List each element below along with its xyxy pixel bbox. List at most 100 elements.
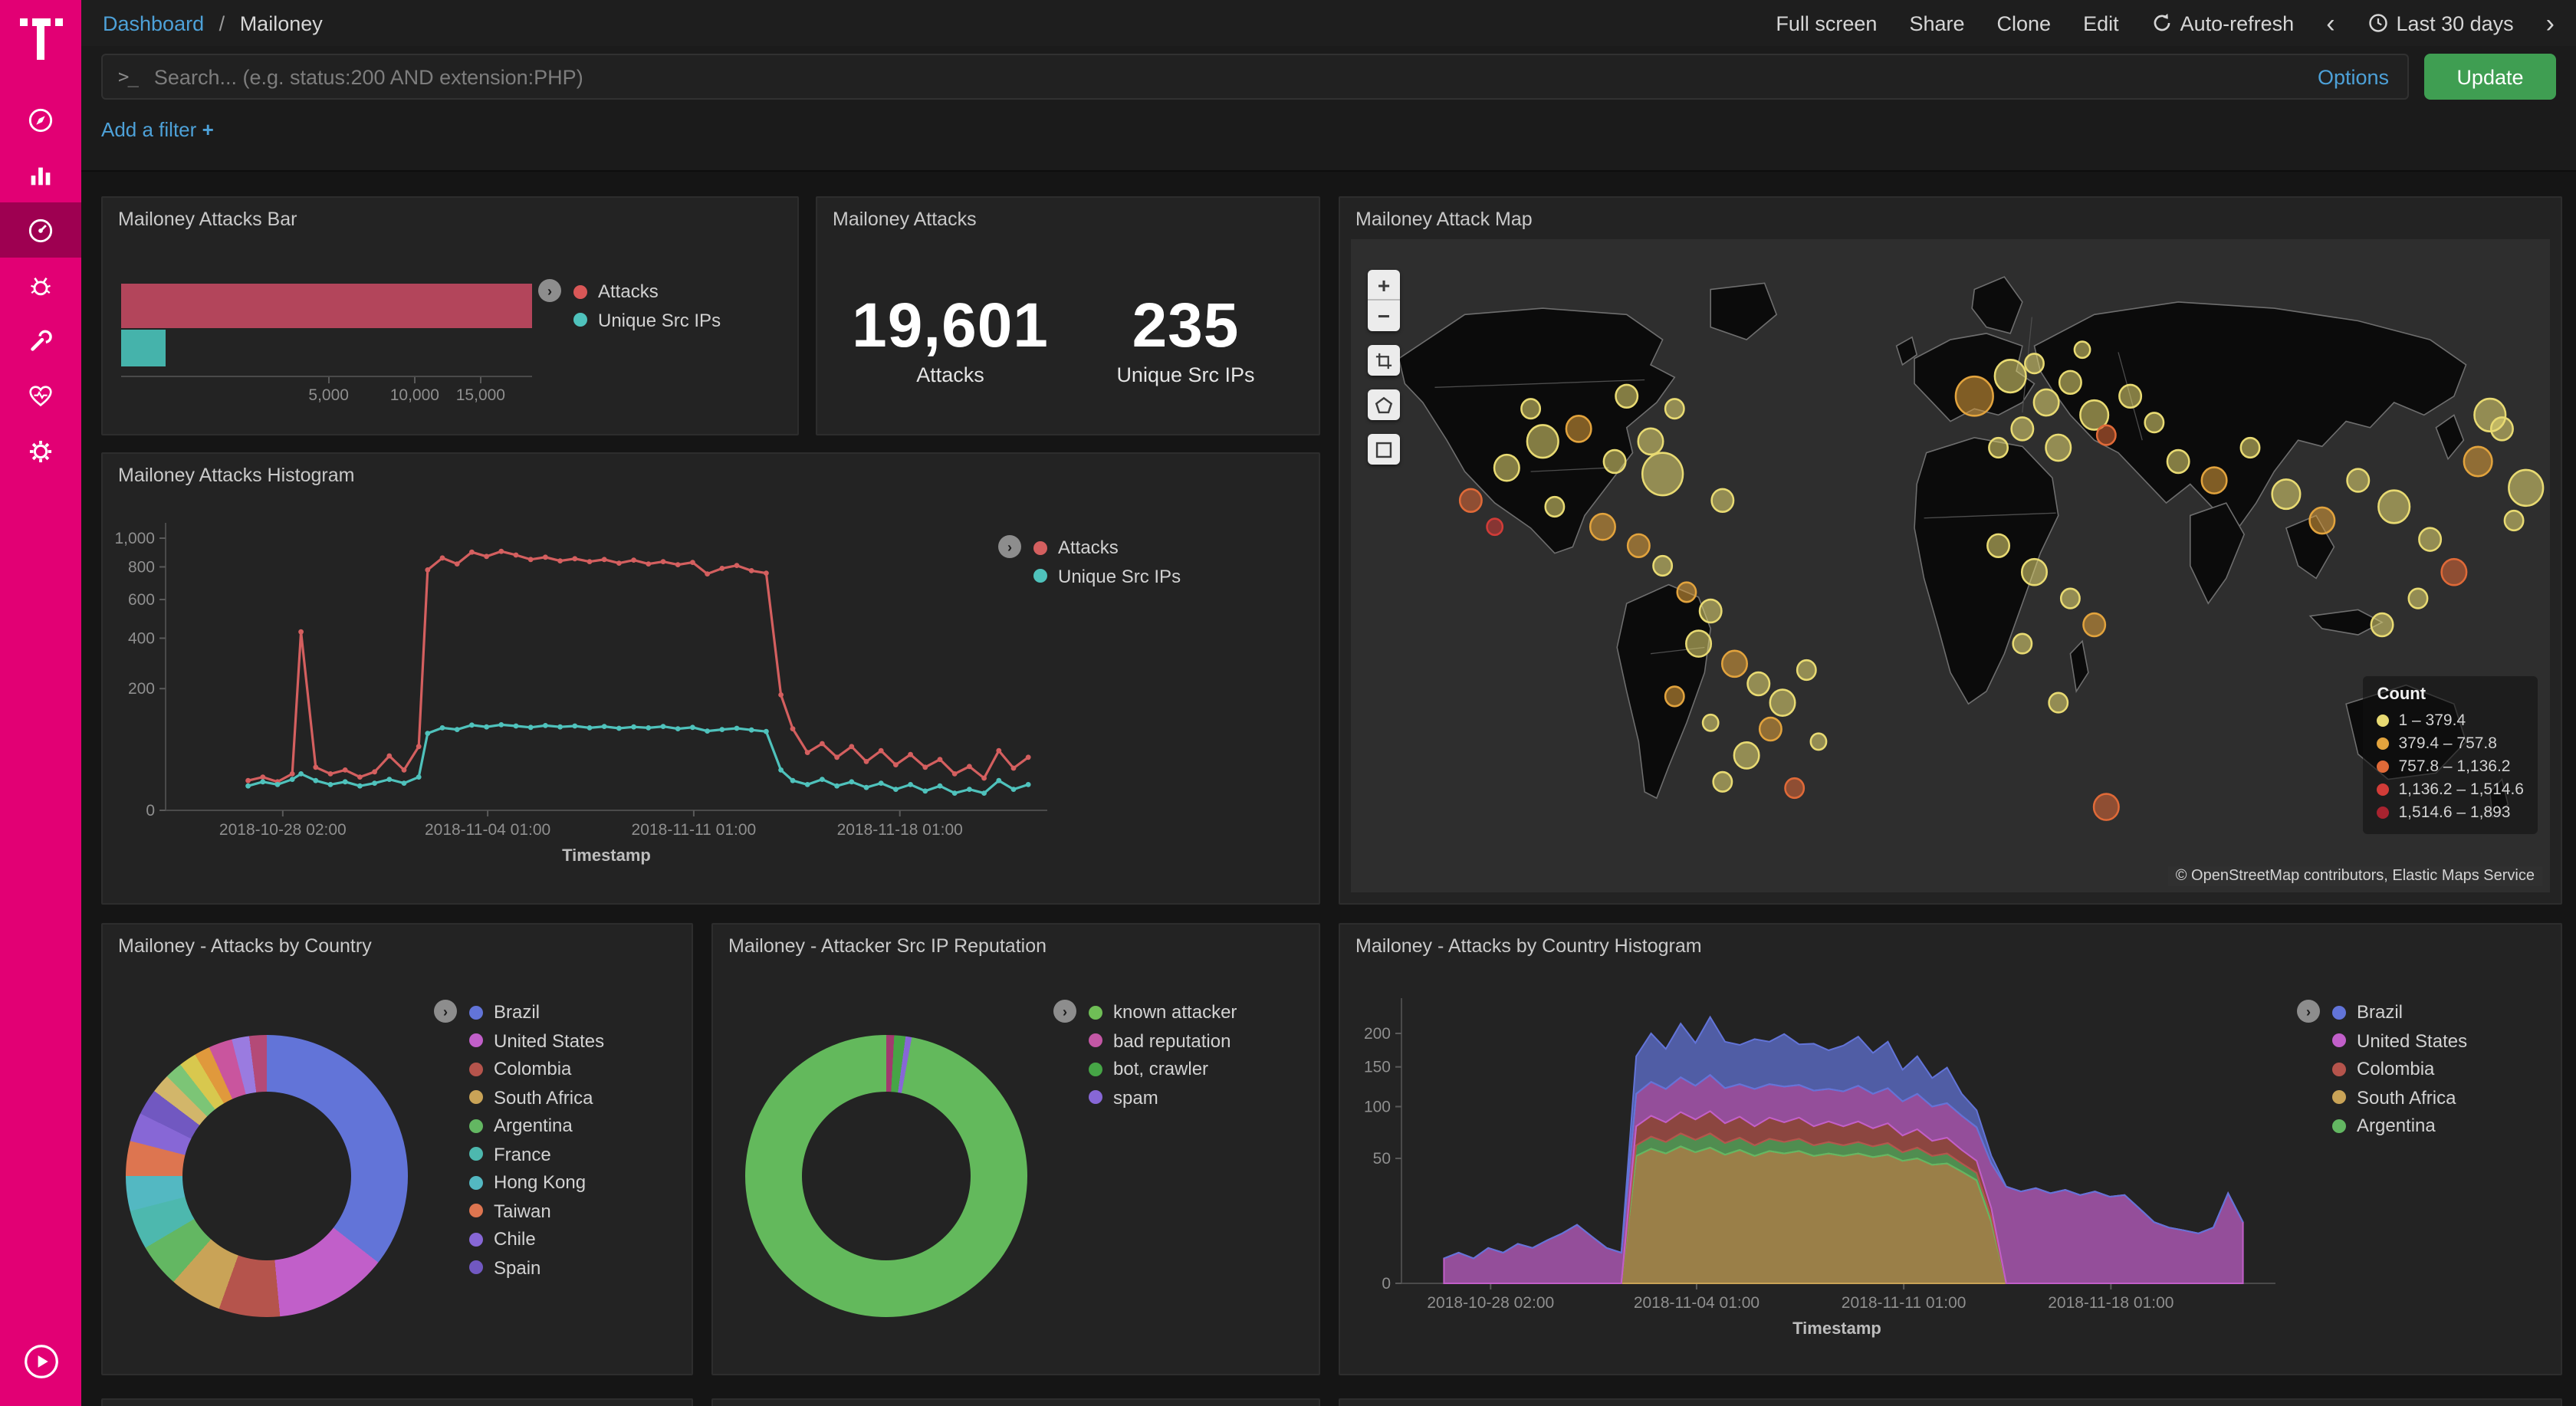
metric-label: Attacks [916, 363, 984, 386]
legend-toggle-icon[interactable]: › [998, 535, 1021, 558]
svg-text:2018-10-28 02:00: 2018-10-28 02:00 [1427, 1294, 1554, 1312]
svg-text:2018-11-11 01:00: 2018-11-11 01:00 [1842, 1294, 1967, 1312]
metric-label: Unique Src IPs [1116, 363, 1255, 386]
panel-partial-bottom-2 [711, 1398, 1320, 1406]
query-prompt-icon: >_ [118, 66, 139, 87]
options-link[interactable]: Options [2317, 65, 2389, 88]
sidebar-item-honeypot[interactable] [0, 258, 81, 313]
legend-item-unique-src-ips[interactable]: Unique Src IPs [573, 306, 721, 334]
legend-item-france[interactable]: France [469, 1140, 604, 1168]
legend-item-379-4-757-8[interactable]: 379.4 – 757.8 [2377, 731, 2525, 754]
polygon-icon [1375, 396, 1393, 413]
time-forward-button[interactable]: › [2545, 8, 2555, 38]
panel-mailoney-attack-map: Mailoney Attack Map [1339, 196, 2562, 905]
legend-item-south-africa[interactable]: South Africa [2332, 1083, 2467, 1112]
legend-item-united-states[interactable]: United States [469, 1027, 604, 1055]
legend-item-1-379-4[interactable]: 1 – 379.4 [2377, 708, 2525, 731]
legend-item-taiwan[interactable]: Taiwan [469, 1197, 604, 1225]
legend-item-spam[interactable]: spam [1089, 1083, 1237, 1112]
legend-item-argentina[interactable]: Argentina [469, 1112, 604, 1140]
legend-toggle-icon[interactable]: › [2297, 1000, 2320, 1023]
topnav-actions: Full screen Share Clone Edit Auto-refres… [1776, 10, 2555, 36]
legend-dot [1089, 1033, 1102, 1048]
map-zoom-in-button[interactable]: + [1368, 270, 1400, 301]
clone-button[interactable]: Clone [1996, 11, 2052, 34]
svg-text:50: 50 [1373, 1150, 1391, 1168]
legend-item-unique-src-ips[interactable]: Unique Src IPs [1033, 562, 1181, 590]
panel-partial-bottom-3 [1339, 1398, 2562, 1406]
time-back-button[interactable]: ‹ [2326, 8, 2335, 38]
legend-dot [469, 1090, 483, 1105]
legend-dot [469, 1175, 483, 1190]
legend-item-south-africa[interactable]: South Africa [469, 1083, 604, 1112]
panel-title: Mailoney Attacks [833, 209, 977, 230]
panel-title: Mailoney Attacks Bar [118, 209, 297, 230]
legend-item-spain[interactable]: Spain [469, 1253, 604, 1282]
edit-button[interactable]: Edit [2083, 11, 2119, 34]
sidebar-item-discover[interactable] [0, 92, 81, 147]
series-unique-src-ips-markers [245, 722, 1031, 796]
share-button[interactable]: Share [1909, 11, 1965, 34]
legend-item-attacks[interactable]: Attacks [573, 278, 721, 306]
map-draw-rectangle-button[interactable] [1368, 434, 1400, 465]
reputation-donut-chart[interactable] [745, 1035, 1027, 1317]
sidebar-item-devtools[interactable] [0, 313, 81, 368]
legend-item-hong-kong[interactable]: Hong Kong [469, 1168, 604, 1197]
breadcrumb-current: Mailoney [239, 11, 323, 34]
legend-item-brazil[interactable]: Brazil [2332, 998, 2467, 1027]
legend-item-united-states[interactable]: United States [2332, 1027, 2467, 1055]
legend-label: spam [1113, 1086, 1158, 1109]
legend-toggle-icon[interactable]: › [434, 1000, 457, 1023]
clock-icon [2368, 14, 2387, 32]
attack-map[interactable]: + − [1351, 239, 2550, 892]
legend-item-colombia[interactable]: Colombia [2332, 1055, 2467, 1083]
legend-item-brazil[interactable]: Brazil [469, 998, 604, 1027]
sidebar-item-dashboard[interactable] [0, 202, 81, 258]
bar-attacks[interactable] [121, 284, 532, 328]
sidebar-nav [0, 92, 81, 478]
legend-label: Taiwan [494, 1200, 551, 1222]
legend-item-bot-crawler[interactable]: bot, crawler [1089, 1055, 1237, 1083]
legend-item-1-514-6-1-893[interactable]: 1,514.6 – 1,893 [2377, 800, 2525, 823]
bar-unique-src-ips[interactable] [121, 330, 166, 366]
legend-item-bad-reputation[interactable]: bad reputation [1089, 1027, 1237, 1055]
legend-item-known-attacker[interactable]: known attacker [1089, 998, 1237, 1027]
telekom-logo[interactable] [18, 18, 64, 67]
map-draw-polygon-button[interactable] [1368, 389, 1400, 420]
legend-item-argentina[interactable]: Argentina [2332, 1112, 2467, 1140]
sidebar-item-monitoring[interactable] [0, 368, 81, 423]
legend-item-1-136-2-1-514-6[interactable]: 1,136.2 – 1,514.6 [2377, 777, 2524, 800]
add-filter-link[interactable]: Add a filter + [101, 118, 214, 141]
legend-dot [573, 313, 587, 327]
map-fit-bounds-button[interactable] [1368, 345, 1400, 376]
wrench-icon [31, 329, 52, 350]
legend-dot [573, 284, 587, 299]
legend: › Brazil United States Colombia South Afric… [434, 998, 604, 1282]
country-donut-chart[interactable] [126, 1035, 408, 1317]
legend-item-colombia[interactable]: Colombia [469, 1055, 604, 1083]
sidebar-item-management[interactable] [0, 423, 81, 478]
legend-item-attacks[interactable]: Attacks [1033, 534, 1181, 562]
bar-chart-icon [31, 166, 51, 185]
breadcrumb-dashboard-link[interactable]: Dashboard [103, 11, 205, 34]
search-input[interactable] [150, 64, 2304, 90]
legend-label: Attacks [1058, 537, 1119, 559]
legend-dot [469, 1204, 483, 1218]
legend-label: bad reputation [1113, 1030, 1231, 1052]
svg-text:600: 600 [128, 591, 155, 609]
map-zoom-out-button[interactable]: − [1368, 301, 1400, 331]
sidebar-item-visualize[interactable] [0, 147, 81, 202]
time-range-button[interactable]: Last 30 days [2367, 11, 2514, 34]
auto-refresh-button[interactable]: Auto-refresh [2151, 11, 2294, 34]
svg-text:200: 200 [1364, 1025, 1391, 1043]
full-screen-button[interactable]: Full screen [1776, 11, 1878, 34]
legend-label: United States [2357, 1030, 2468, 1052]
legend-toggle-icon[interactable]: › [538, 279, 561, 302]
legend-item-757-8-1-136-2[interactable]: 757.8 – 1,136.2 [2377, 754, 2525, 777]
update-button[interactable]: Update [2424, 54, 2556, 100]
legend-toggle-icon[interactable]: › [1053, 1000, 1076, 1023]
panel-mailoney-attacks-metric: Mailoney Attacks 19,601 Attacks 235 Uniq… [816, 196, 1320, 435]
sidebar-collapse-button[interactable] [22, 1343, 59, 1388]
legend-item-chile[interactable]: Chile [469, 1225, 604, 1253]
